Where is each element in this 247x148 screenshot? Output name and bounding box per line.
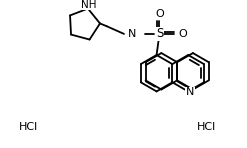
Text: O: O <box>178 29 187 39</box>
Text: N: N <box>127 29 136 39</box>
Text: HCl: HCl <box>197 122 216 132</box>
Text: HCl: HCl <box>19 122 38 132</box>
Text: N: N <box>186 87 194 97</box>
Text: NH: NH <box>81 0 97 10</box>
Text: O: O <box>155 9 164 19</box>
Text: S: S <box>156 27 163 40</box>
Text: H: H <box>128 29 136 39</box>
